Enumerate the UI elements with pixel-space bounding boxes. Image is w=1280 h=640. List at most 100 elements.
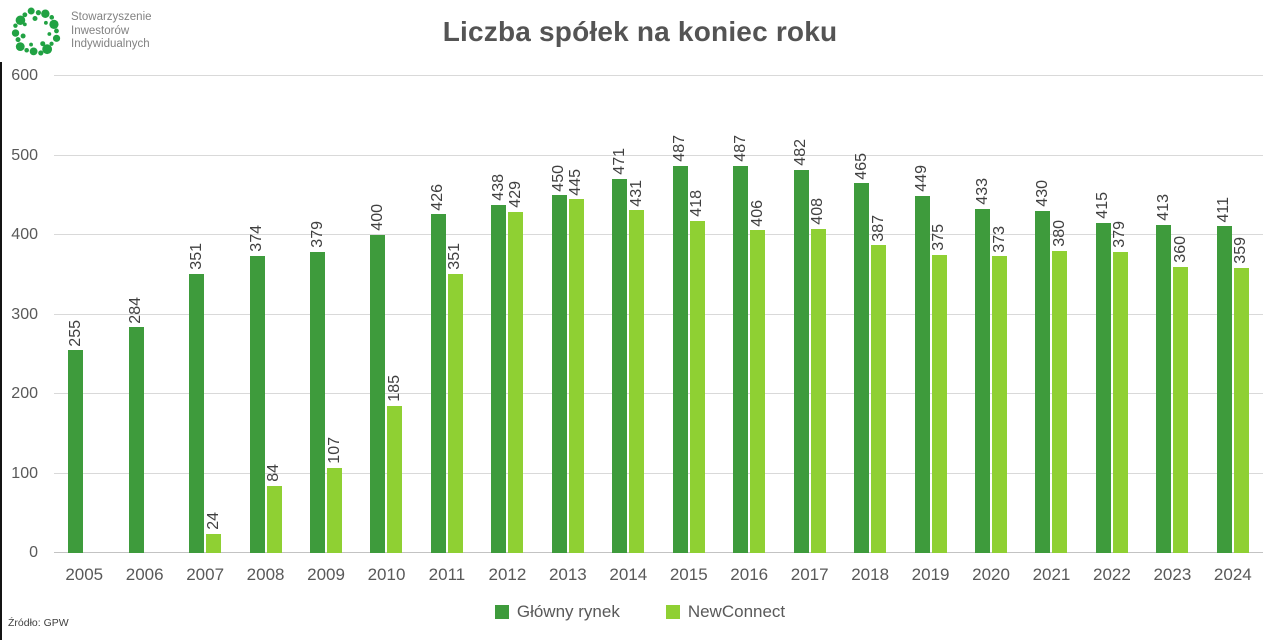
bar: 408	[809, 198, 826, 553]
bar-slot: 374	[248, 76, 265, 553]
bar: 431	[628, 180, 645, 553]
bar-value-label: 426	[429, 183, 447, 211]
bar-slot: 387	[870, 76, 887, 553]
bar: 429	[507, 181, 524, 553]
bar-group: 430 380	[1021, 76, 1081, 553]
bar-value-label: 445	[567, 168, 585, 196]
x-tick-label: 2023	[1153, 565, 1192, 584]
bar-slot: 284	[127, 76, 144, 553]
bar-value-label: 482	[792, 139, 810, 166]
bar-group: 400 185	[356, 76, 416, 553]
bar: 445	[567, 169, 584, 553]
bar-slot: 413	[1155, 76, 1172, 553]
x-tick-label: 2007	[186, 565, 225, 584]
gridline	[54, 75, 1263, 76]
y-tick-label: 400	[11, 226, 38, 244]
bar-group: 438 429	[477, 76, 537, 553]
bar-slot: 360	[1172, 76, 1189, 553]
y-tick-label: 100	[11, 464, 38, 482]
bar-group: 449 375	[900, 76, 960, 553]
bar-value-label: 373	[990, 225, 1008, 253]
bar: 415	[1094, 192, 1111, 553]
x-tick-label: 2022	[1093, 565, 1131, 584]
bar-value-label: 351	[446, 243, 464, 270]
bar-slot: 255	[67, 76, 84, 553]
bar-slot: 487	[671, 76, 689, 553]
bar-value-label: 84	[265, 464, 283, 483]
logo-text-line: Stowarzyszenie	[71, 11, 152, 23]
bar: 433	[974, 178, 991, 553]
gridline	[54, 393, 1263, 395]
bar: 373	[991, 226, 1008, 553]
bar-slot: 418	[688, 76, 705, 553]
x-tick-label: 2015	[669, 565, 708, 584]
logo-text: Stowarzyszenie Inwestorów Indywidualnych	[71, 11, 152, 52]
x-tick-label: 2024	[1213, 565, 1252, 584]
legend: Główny rynek NewConnect	[0, 602, 1280, 622]
bar-slot: 426	[429, 76, 446, 553]
bar: 471	[611, 148, 628, 553]
bar-value-label: 471	[610, 147, 628, 175]
bar: 430	[1034, 180, 1051, 553]
bar-value-label: 418	[688, 190, 706, 217]
bar: 418	[688, 190, 705, 553]
bar: 351	[446, 243, 463, 553]
legend-entry-glowny-rynek: Główny rynek	[494, 602, 620, 622]
bar-slot: 400	[369, 76, 386, 553]
bar-value-label: 438	[489, 174, 507, 201]
bar: 450	[550, 165, 567, 553]
bar: 84	[265, 464, 282, 553]
bar: 406	[749, 200, 766, 553]
bar-value-label: 107	[325, 437, 343, 464]
bar: 375	[930, 224, 947, 553]
bar-value-label: 450	[550, 164, 568, 192]
bar: 465	[853, 153, 870, 553]
bar-slot: 351	[446, 76, 463, 553]
bar-value-label: 379	[308, 221, 326, 248]
bar: 379	[1111, 221, 1128, 553]
bar-slot: 406	[749, 76, 766, 553]
gridline	[54, 552, 1263, 553]
bar-slot: 24	[205, 76, 222, 553]
bar-value-label: 487	[731, 135, 749, 162]
bar-value-label: 360	[1171, 236, 1189, 263]
logo-text-line: Inwestorów	[71, 24, 130, 37]
bar-value-label: 429	[506, 181, 524, 208]
source-note: Źródło: GPW	[8, 617, 69, 629]
bar-slot: 379	[308, 76, 326, 553]
bar: 351	[188, 243, 205, 553]
bar-group: 471 431	[598, 76, 658, 553]
bar-value-label: 24	[204, 512, 222, 530]
bar-value-label: 379	[1111, 221, 1129, 248]
y-tick-label: 600	[11, 67, 38, 84]
bar-value-label: 400	[368, 204, 386, 232]
bar: 107	[326, 437, 343, 553]
bar-group: 351 24	[175, 76, 235, 553]
bar: 438	[490, 174, 507, 553]
bar-group: 413 360	[1142, 76, 1202, 553]
bar: 24	[205, 512, 222, 553]
x-tick-label: 2012	[488, 565, 527, 584]
bar: 360	[1172, 236, 1189, 553]
bar: 426	[429, 184, 446, 553]
bar-value-label: 411	[1215, 196, 1233, 223]
gridline	[54, 234, 1263, 236]
bar: 387	[870, 215, 887, 553]
bar-value-label: 380	[1050, 220, 1068, 247]
bar-value-label: 487	[671, 135, 689, 162]
bar-group: 379 107	[296, 76, 356, 553]
bar: 284	[127, 297, 144, 553]
bar: 400	[369, 204, 386, 553]
y-tick-label: 0	[29, 544, 38, 561]
bar-slot: 433	[974, 76, 991, 553]
x-axis-labels: 2005 2006 2007 2008 2009 2010 2011 2012 2013 2014…	[54, 561, 1263, 587]
bar-slot: 482	[792, 76, 810, 553]
bar-group: 487 406	[719, 76, 779, 553]
bar-value-label: 433	[973, 178, 991, 205]
x-tick-label: 2019	[911, 565, 950, 584]
left-edge-line	[0, 62, 2, 640]
bar-slot: 84	[265, 76, 282, 553]
bar-slot: 185	[386, 76, 403, 553]
bar-value-label: 449	[913, 165, 931, 193]
